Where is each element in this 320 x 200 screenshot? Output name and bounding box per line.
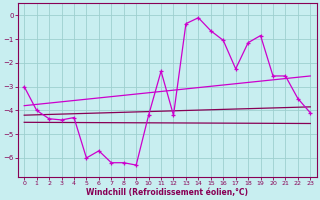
X-axis label: Windchill (Refroidissement éolien,°C): Windchill (Refroidissement éolien,°C): [86, 188, 248, 197]
